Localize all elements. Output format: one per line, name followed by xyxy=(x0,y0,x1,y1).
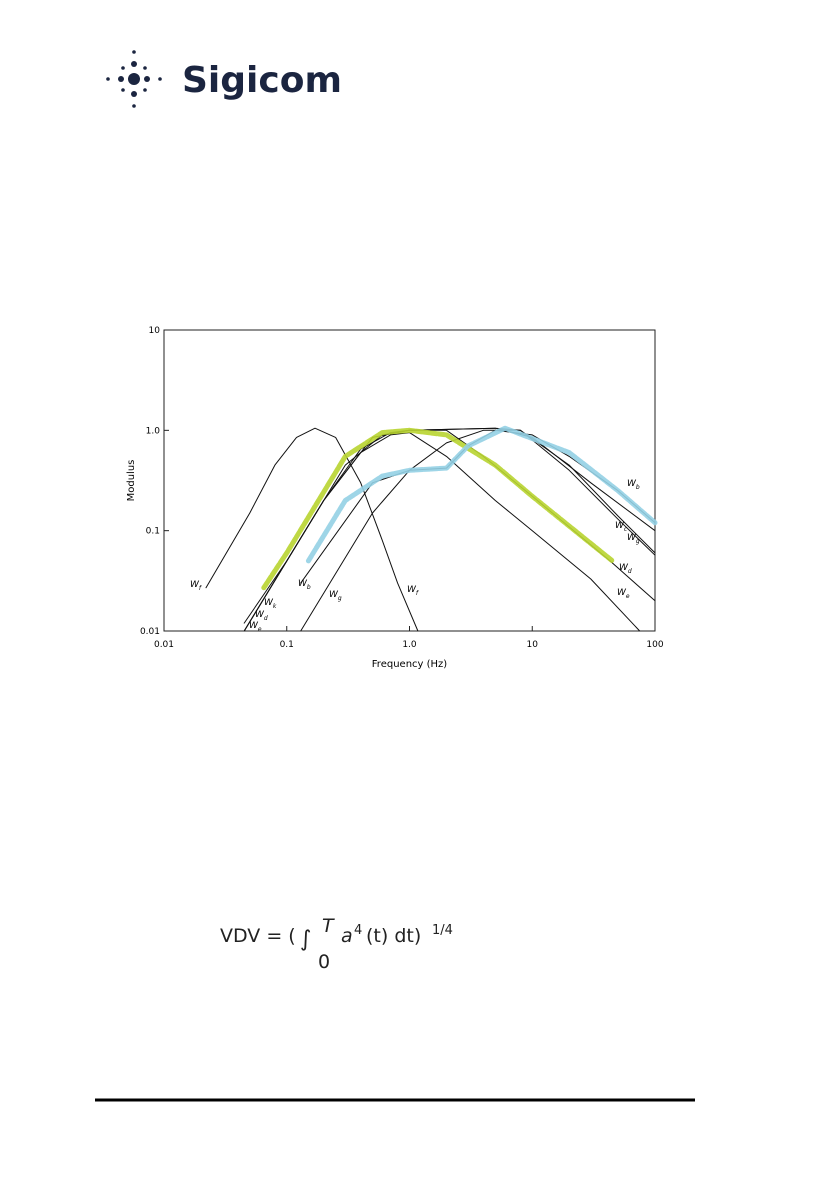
curve-annotation: Wf xyxy=(190,580,202,592)
curve-label: Wf xyxy=(407,585,419,597)
curve-label: Wk xyxy=(264,598,277,610)
curve-label: Wd xyxy=(619,563,632,575)
curve-label: Wb xyxy=(627,479,640,491)
highlight-curve xyxy=(305,425,658,564)
formula-lhs: VDV = ( xyxy=(220,925,296,947)
y-tick-label: 10 xyxy=(149,326,161,336)
logo-mark xyxy=(106,50,162,108)
curve xyxy=(205,427,419,632)
curve-annotation: Wb xyxy=(298,579,311,591)
y-tick-label: 0.01 xyxy=(140,627,160,637)
curve-label: Wc xyxy=(615,521,628,533)
x-tick-label: 1.0 xyxy=(402,640,417,650)
x-axis-label: Frequency (Hz) xyxy=(372,659,448,670)
y-tick-label: 0.1 xyxy=(146,527,160,537)
y-axis-label: Modulus xyxy=(126,460,137,502)
formula-body: a xyxy=(341,925,353,947)
y-tick-label: 1.0 xyxy=(146,426,161,436)
x-tick-label: 0.1 xyxy=(280,640,294,650)
curve-annotation: We xyxy=(249,621,262,633)
formula: VDV = ( ∫ T 0 a 4 (t) dt) 1/4 xyxy=(220,915,453,973)
curve-label: We xyxy=(617,588,630,600)
curve-annotation: Wd xyxy=(255,610,268,622)
formula-upper: T xyxy=(322,915,335,937)
logo-text: Sigicom xyxy=(182,60,342,101)
formula-lower: 0 xyxy=(318,951,330,973)
formula-power: 4 xyxy=(354,923,362,938)
chart: 0.01 0.1 1.0 10 100 0.01 0.1 1.0 10 Frequency (Hz… xyxy=(126,326,664,670)
formula-arg: (t) dt) xyxy=(366,925,421,947)
x-tick-label: 100 xyxy=(646,640,663,650)
curve xyxy=(300,429,656,632)
curve-annotation: Wg xyxy=(329,590,342,602)
curve-label: Wg xyxy=(627,533,640,545)
x-tick-label: 0.01 xyxy=(154,640,174,650)
formula-integral: ∫ xyxy=(300,927,311,952)
highlight-curve xyxy=(261,427,615,591)
formula-exponent: 1/4 xyxy=(432,923,453,938)
x-tick-label: 10 xyxy=(527,640,539,650)
